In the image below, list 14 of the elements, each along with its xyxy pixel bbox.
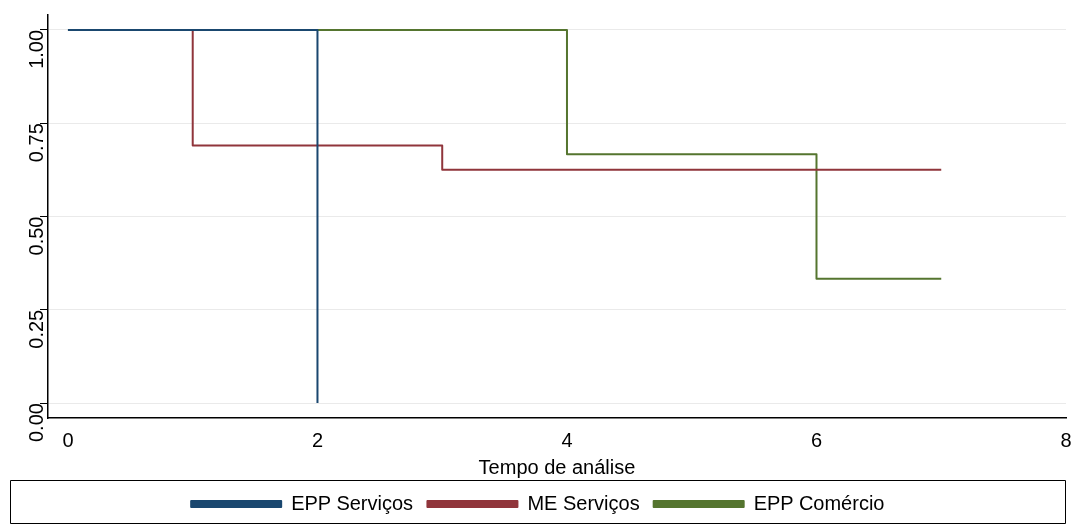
y-tick-label: 0.25 bbox=[24, 309, 47, 349]
x-tick-label: 6 bbox=[810, 428, 823, 451]
y-tick-label: 0.75 bbox=[24, 123, 47, 163]
x-tick-label: 0 bbox=[62, 428, 74, 451]
legend-label: ME Serviços bbox=[527, 491, 640, 514]
legend-label: EPP Comércio bbox=[753, 491, 885, 514]
x-tick-label: 8 bbox=[1060, 428, 1072, 451]
legend-label: EPP Serviços bbox=[291, 491, 414, 514]
y-tick-label: 1.00 bbox=[24, 29, 47, 69]
x-tick-label: 4 bbox=[561, 428, 573, 451]
x-axis-title: Tempo de análise bbox=[478, 455, 636, 478]
y-tick-label: 0.50 bbox=[24, 216, 47, 256]
y-tick-label: 0.00 bbox=[24, 403, 47, 443]
x-tick-label: 2 bbox=[311, 428, 324, 451]
